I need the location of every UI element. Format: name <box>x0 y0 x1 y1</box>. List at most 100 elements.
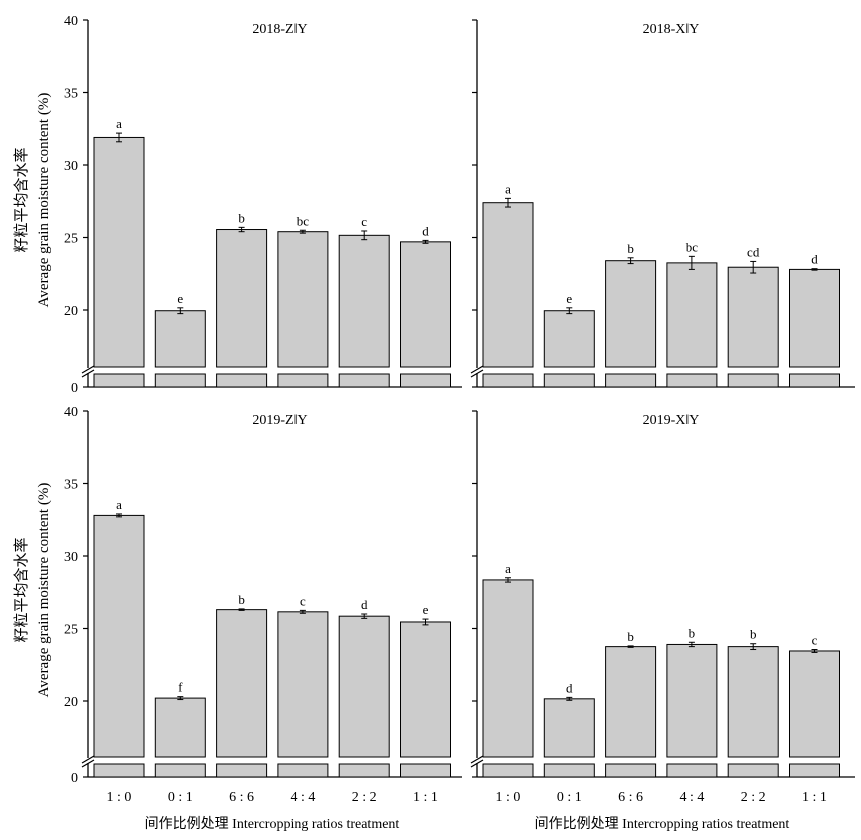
bar <box>338 615 390 758</box>
bar <box>605 646 657 758</box>
bar-base <box>277 763 329 778</box>
significance-label: b <box>750 627 757 642</box>
significance-label: a <box>116 497 122 512</box>
bar <box>154 697 206 758</box>
bar-base <box>154 373 206 388</box>
significance-label: e <box>566 291 572 306</box>
y-tick-label: 40 <box>64 405 78 420</box>
bar-base <box>543 763 595 778</box>
chart-panel-2018-xy: 2018-X‖Y a e b bc cd d <box>470 19 855 388</box>
bar-base <box>789 373 840 388</box>
bar-base <box>666 373 718 388</box>
y-axis-title-en-bottom: Average grain moisture content (%) <box>36 483 52 698</box>
category-label: 6 : 6 <box>618 790 643 805</box>
significance-label: bc <box>686 239 699 254</box>
bar-base <box>93 763 145 778</box>
category-label: 1 : 0 <box>107 790 132 805</box>
x-axis-title-left: 间作比例处理 Intercropping ratios treatment <box>145 816 400 832</box>
y-tick-label: 30 <box>64 550 78 565</box>
y-tick-label: 35 <box>64 87 78 102</box>
axis-break-mark <box>470 365 484 374</box>
bar <box>154 310 206 368</box>
y-tick-label: 40 <box>64 14 78 29</box>
y-tick-label: 25 <box>64 623 78 638</box>
bar <box>216 229 268 368</box>
y-axis-title-cn-bottom: 籽粒平均含水率 <box>13 537 30 642</box>
bar-base <box>482 373 534 388</box>
y-tick-label: 20 <box>64 695 78 710</box>
bar-base <box>338 373 390 388</box>
bar <box>338 234 390 368</box>
panel-title: 2018-Z‖Y <box>252 22 307 37</box>
y-tick-label: 20 <box>64 304 78 319</box>
significance-label: d <box>422 223 429 238</box>
significance-label: e <box>423 602 429 617</box>
bar <box>93 136 145 368</box>
bar <box>400 621 451 758</box>
bar-base <box>216 373 268 388</box>
bar <box>482 579 534 758</box>
significance-label: b <box>238 592 245 607</box>
significance-label: b <box>238 210 245 225</box>
bar-base <box>543 373 595 388</box>
chart-panel-2018-zy: 0 20 25 30 35 40 2018-Z‖Y a e b bc c d <box>64 14 462 396</box>
bar <box>605 260 657 368</box>
y-tick-label: 30 <box>64 159 78 174</box>
axis-break-mark <box>81 755 95 764</box>
panel-title: 2018-X‖Y <box>643 22 700 37</box>
significance-label: d <box>361 597 368 612</box>
panel-title: 2019-X‖Y <box>643 413 700 428</box>
bar-base <box>400 373 451 388</box>
bar <box>789 268 840 368</box>
significance-label: e <box>177 291 183 306</box>
bar-base <box>154 763 206 778</box>
category-label: 1 : 0 <box>496 790 521 805</box>
category-label: 6 : 6 <box>229 790 254 805</box>
chart-panel-2019-xy: 2019-X‖Y a 1 : 0 d 0 : 1 b 6 : 6 b 4 : 4 b 2 : 2 c 1… <box>470 410 855 805</box>
bar <box>482 202 534 368</box>
bar <box>277 231 329 368</box>
bar-base <box>400 763 451 778</box>
bar-base <box>727 373 779 388</box>
y-tick-label: 25 <box>64 232 78 247</box>
category-label: 1 : 1 <box>802 790 827 805</box>
axis-break-mark <box>81 759 95 768</box>
panel-title: 2019-Z‖Y <box>252 413 307 428</box>
bar <box>666 262 718 368</box>
significance-label: b <box>627 241 634 256</box>
category-label: 2 : 2 <box>741 790 766 805</box>
category-label: 0 : 1 <box>557 790 582 805</box>
significance-label: cd <box>747 244 760 259</box>
bar-base <box>666 763 718 778</box>
chart-panel-2019-zy: 0 20 25 30 35 40 2019-Z‖Y a 1 : 0 f 0 : 1 b 6 : 6 c 4 … <box>64 405 462 805</box>
y-tick-label: 35 <box>64 478 78 493</box>
bar <box>789 650 840 758</box>
category-label: 4 : 4 <box>290 790 315 805</box>
bar <box>727 266 779 368</box>
bar-base <box>482 763 534 778</box>
significance-label: a <box>116 116 122 131</box>
bar <box>277 611 329 758</box>
bar-base <box>277 373 329 388</box>
category-label: 1 : 1 <box>413 790 438 805</box>
bar <box>543 698 595 758</box>
y-tick-label: 0 <box>71 381 78 396</box>
significance-label: c <box>812 633 818 648</box>
bar <box>400 241 451 368</box>
category-label: 0 : 1 <box>168 790 193 805</box>
bar-base <box>93 373 145 388</box>
axis-break-mark <box>470 369 484 378</box>
bar-base <box>216 763 268 778</box>
axis-break-mark <box>470 755 484 764</box>
axis-break-mark <box>81 365 95 374</box>
axis-break-mark <box>470 759 484 768</box>
y-axis-title-cn-top: 籽粒平均含水率 <box>13 147 30 252</box>
bar <box>666 643 718 758</box>
y-tick-label: 0 <box>71 771 78 786</box>
x-axis-title-right: 间作比例处理 Intercropping ratios treatment <box>535 816 790 832</box>
bar <box>727 646 779 758</box>
bar <box>93 514 145 758</box>
significance-label: a <box>505 561 511 576</box>
bar <box>216 609 268 758</box>
